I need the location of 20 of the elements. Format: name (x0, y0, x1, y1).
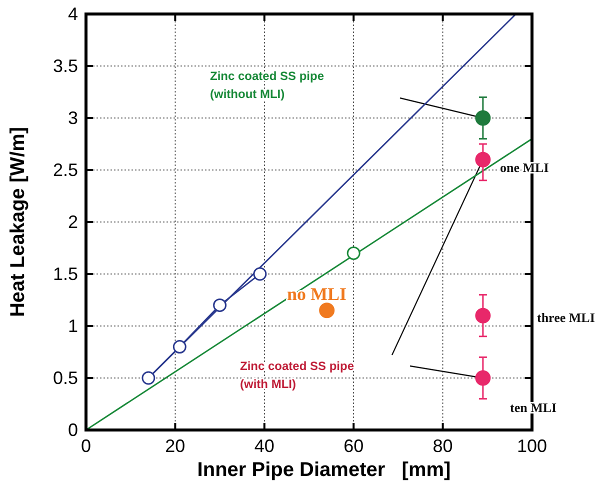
annotation: Zinc coated SS pipe (without MLI) (210, 69, 324, 101)
y-tick-label: 1.5 (52, 264, 78, 284)
annotation: Zinc coated SS pipe (with MLI) (240, 359, 354, 391)
x-tick-label: 60 (344, 436, 364, 456)
y-tick-label: 0.5 (52, 368, 78, 388)
y-axis-title: Heat Leakage [W/m] (7, 126, 29, 318)
x-tick-label: 100 (516, 436, 548, 456)
x-tick-label: 40 (254, 436, 274, 456)
x-axis-title: Inner Pipe Diameter [mm] (197, 459, 451, 481)
y-tick-label: 4 (68, 4, 78, 24)
y-tick-label: 1 (68, 316, 78, 336)
x-tick-label: 20 (165, 436, 186, 456)
y-tick-label: 3 (68, 108, 78, 128)
y-tick-label: 3.5 (52, 56, 78, 76)
y-tick-label: 2 (68, 212, 78, 232)
x-tick-label: 0 (80, 436, 92, 456)
y-tick-label: 0 (68, 420, 78, 440)
text: three MLI (537, 310, 595, 325)
x-tick-label: 80 (432, 436, 453, 456)
y-tick-label: 2.5 (52, 160, 78, 180)
